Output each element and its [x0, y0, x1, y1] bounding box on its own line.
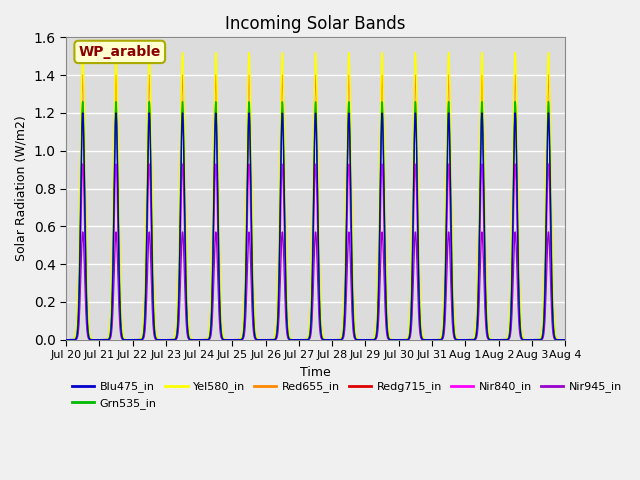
- X-axis label: Time: Time: [300, 366, 331, 379]
- Title: Incoming Solar Bands: Incoming Solar Bands: [225, 15, 406, 33]
- Legend: Blu475_in, Grn535_in, Yel580_in, Red655_in, Redg715_in, Nir840_in, Nir945_in: Blu475_in, Grn535_in, Yel580_in, Red655_…: [72, 382, 622, 409]
- Y-axis label: Solar Radiation (W/m2): Solar Radiation (W/m2): [15, 116, 28, 262]
- Text: WP_arable: WP_arable: [79, 45, 161, 59]
